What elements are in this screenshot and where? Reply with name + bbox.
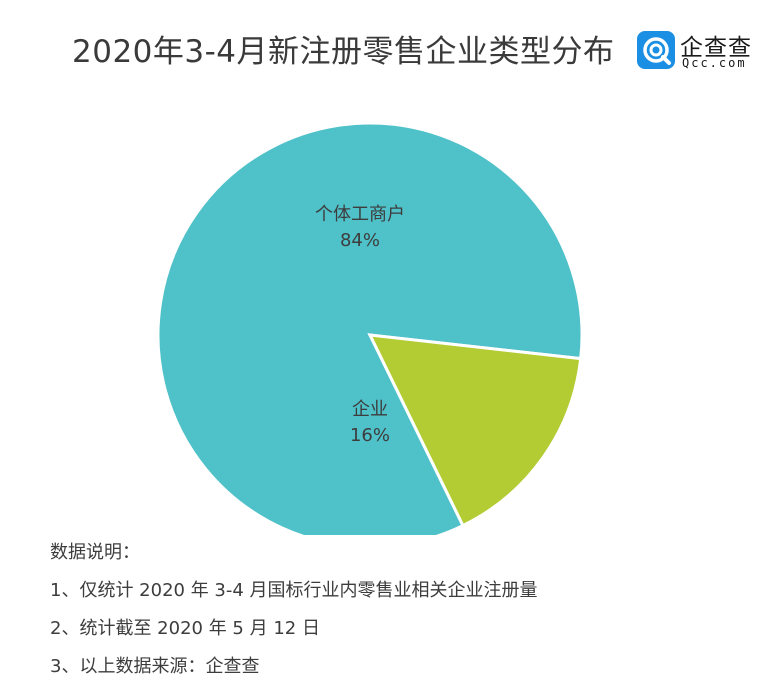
note-item: 2、统计截至 2020 年 5 月 12 日 <box>50 618 320 639</box>
pie-slice <box>367 333 583 528</box>
brand-name: 企查查 <box>680 35 752 61</box>
notes-heading: 数据说明： <box>50 542 140 563</box>
slice-category-label: 个体工商户 <box>315 204 405 225</box>
pie-chart: 个体工商户 84% 企业 16% <box>156 121 584 535</box>
brand-logo: 企查查 Qcc.com <box>636 28 764 76</box>
slice-category-label: 企业 <box>352 399 388 420</box>
chart-title: 2020年3-4月新注册零售企业类型分布 <box>72 34 615 70</box>
slice-value-label: 84% <box>340 230 380 251</box>
qcc-logo-icon <box>637 31 675 69</box>
slice-value-label: 16% <box>350 425 390 446</box>
pie-slice <box>156 121 584 535</box>
data-notes: 数据说明： 1、仅统计 2020 年 3-4 月国标行业内零售业相关企业注册量 … <box>50 540 538 692</box>
note-item: 3、以上数据来源：企查查 <box>50 656 260 677</box>
brand-url: Qcc.com <box>682 56 747 70</box>
note-item: 1、仅统计 2020 年 3-4 月国标行业内零售业相关企业注册量 <box>50 580 538 601</box>
